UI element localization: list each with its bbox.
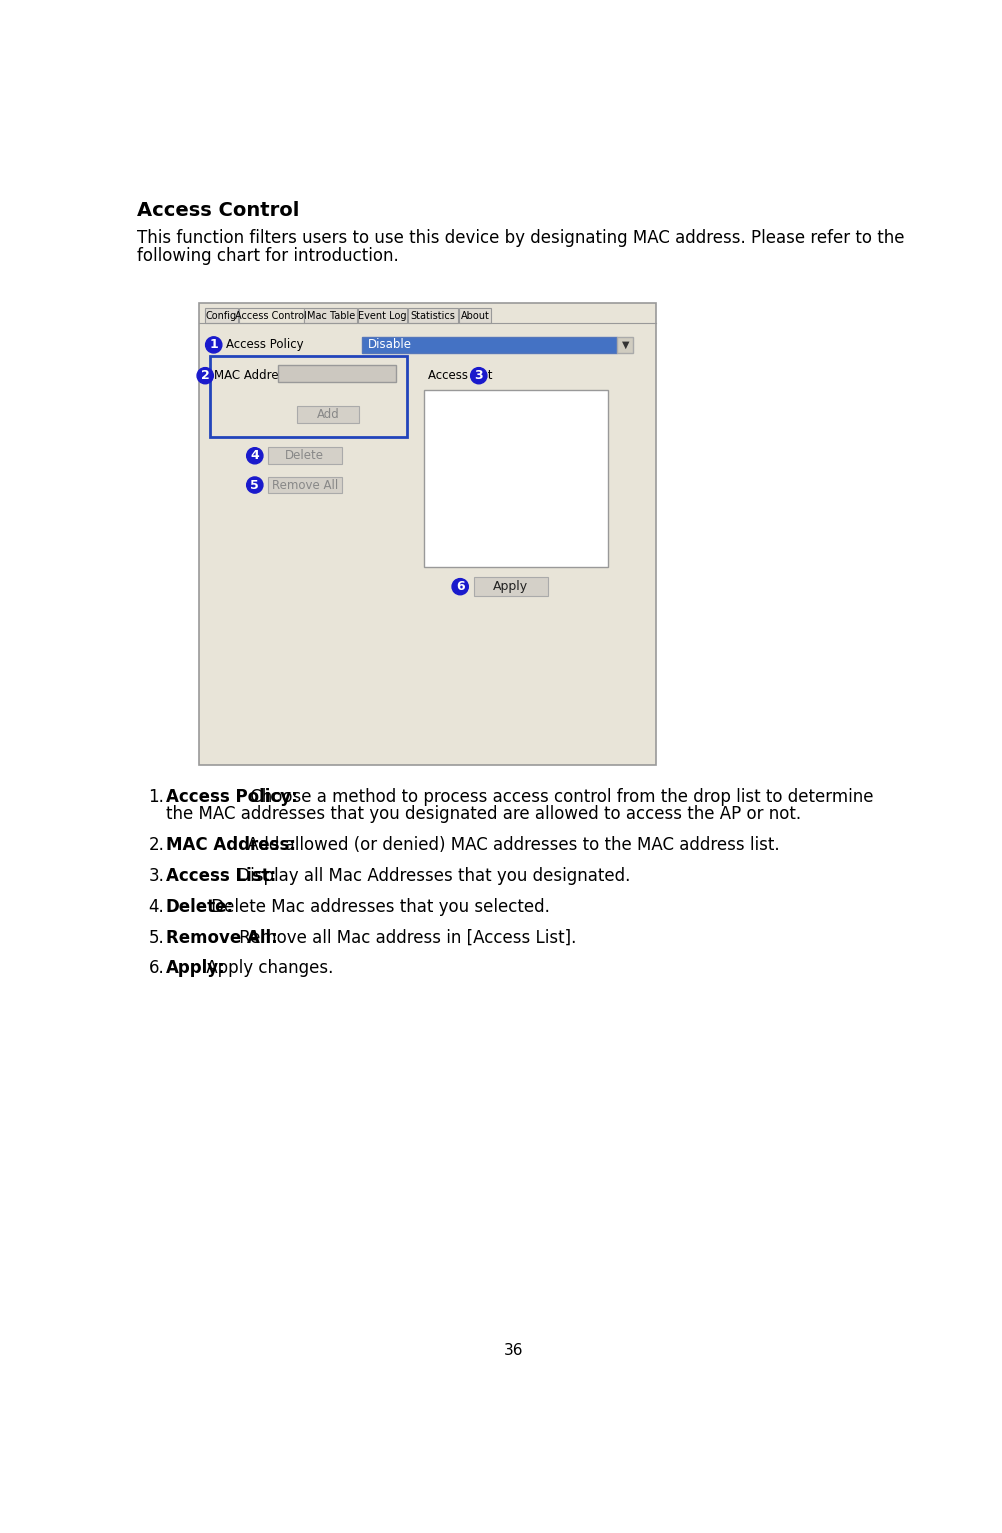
Text: 6: 6 bbox=[455, 579, 464, 593]
Bar bbox=[617, 337, 632, 353]
Text: Display all Mac Addresses that you designated.: Display all Mac Addresses that you desig… bbox=[232, 868, 630, 885]
Circle shape bbox=[246, 477, 263, 494]
Text: Access List:: Access List: bbox=[165, 868, 276, 885]
Bar bbox=[268, 477, 342, 494]
Text: 4: 4 bbox=[250, 449, 259, 463]
Bar bbox=[298, 406, 359, 423]
Text: Remove all Mac address in [Access List].: Remove all Mac address in [Access List]. bbox=[233, 929, 576, 946]
Text: Add: Add bbox=[317, 408, 340, 422]
Bar bbox=[205, 308, 237, 323]
Circle shape bbox=[452, 578, 468, 595]
Text: 2: 2 bbox=[200, 369, 209, 382]
Bar bbox=[474, 578, 547, 596]
Bar bbox=[358, 308, 407, 323]
Circle shape bbox=[470, 368, 486, 383]
Text: the MAC addresses that you designated are allowed to access the AP or not.: the MAC addresses that you designated ar… bbox=[165, 805, 800, 823]
Text: Apply:: Apply: bbox=[165, 960, 225, 978]
Bar bbox=[278, 365, 396, 382]
Text: Access Control: Access Control bbox=[234, 311, 307, 320]
Text: Event Log: Event Log bbox=[358, 311, 407, 320]
Bar bbox=[198, 304, 655, 765]
Text: Delete:: Delete: bbox=[165, 898, 233, 915]
Circle shape bbox=[196, 368, 213, 383]
Bar bbox=[423, 389, 607, 567]
Bar bbox=[268, 448, 342, 464]
Text: Disable: Disable bbox=[368, 339, 412, 351]
Bar bbox=[458, 308, 491, 323]
Text: Access Policy:: Access Policy: bbox=[165, 788, 298, 806]
Text: Remove All: Remove All bbox=[272, 478, 338, 492]
Circle shape bbox=[246, 448, 263, 464]
Bar bbox=[362, 337, 617, 353]
Text: MAC Address: MAC Address bbox=[213, 369, 291, 382]
Text: Access List: Access List bbox=[427, 369, 492, 382]
Text: 36: 36 bbox=[503, 1343, 523, 1358]
Text: Statistics: Statistics bbox=[410, 311, 455, 320]
Text: Delete: Delete bbox=[285, 449, 324, 463]
Bar bbox=[408, 308, 457, 323]
Text: 1: 1 bbox=[209, 339, 217, 351]
Text: Delete Mac addresses that you selected.: Delete Mac addresses that you selected. bbox=[205, 898, 549, 915]
Bar bbox=[209, 356, 407, 437]
Text: Access Policy: Access Policy bbox=[225, 339, 304, 351]
Text: Choose a method to process access control from the drop list to determine: Choose a method to process access contro… bbox=[244, 788, 873, 806]
Bar bbox=[238, 308, 304, 323]
Text: 5.: 5. bbox=[148, 929, 164, 946]
Text: ▼: ▼ bbox=[621, 340, 628, 350]
Text: 6.: 6. bbox=[148, 960, 164, 978]
Text: 1.: 1. bbox=[148, 788, 164, 806]
Text: 5: 5 bbox=[250, 478, 259, 492]
Text: Config: Config bbox=[205, 311, 236, 320]
Text: 3.: 3. bbox=[148, 868, 164, 885]
Circle shape bbox=[205, 337, 221, 353]
Bar bbox=[304, 308, 357, 323]
Text: This function filters users to use this device by designating MAC address. Pleas: This function filters users to use this … bbox=[137, 228, 904, 247]
Text: Apply changes.: Apply changes. bbox=[201, 960, 334, 978]
Text: Remove All:: Remove All: bbox=[165, 929, 278, 946]
Text: About: About bbox=[460, 311, 489, 320]
Text: Apply: Apply bbox=[493, 579, 528, 593]
Text: 2.: 2. bbox=[148, 835, 164, 854]
Text: Access Control: Access Control bbox=[137, 201, 299, 219]
Text: Mac Table: Mac Table bbox=[307, 311, 355, 320]
Text: MAC Address:: MAC Address: bbox=[165, 835, 296, 854]
Text: 4.: 4. bbox=[148, 898, 164, 915]
Text: 3: 3 bbox=[474, 369, 483, 382]
Text: Add allowed (or denied) MAC addresses to the MAC address list.: Add allowed (or denied) MAC addresses to… bbox=[241, 835, 779, 854]
Text: following chart for introduction.: following chart for introduction. bbox=[137, 247, 399, 265]
